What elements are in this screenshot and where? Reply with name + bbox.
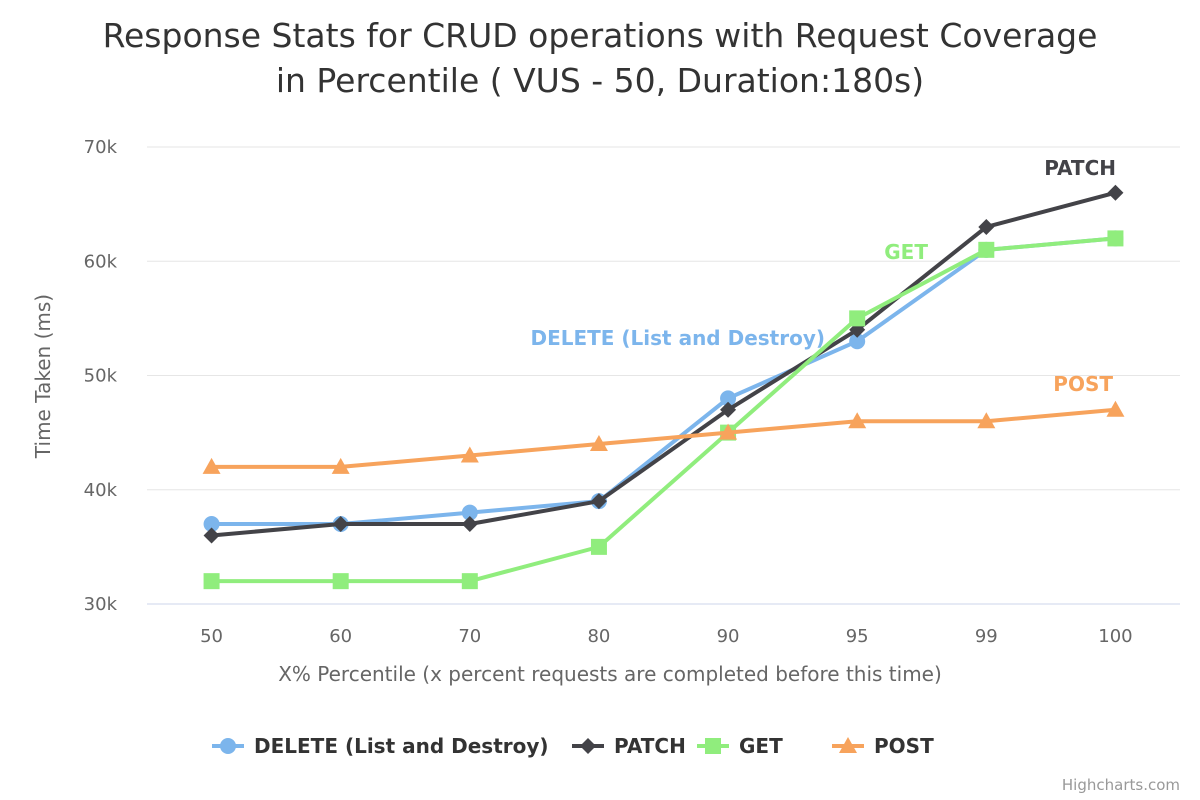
y-tick-label: 70k bbox=[84, 137, 118, 158]
series-post bbox=[202, 400, 1125, 474]
series-label: POST bbox=[1053, 372, 1113, 396]
chart-title: Response Stats for CRUD operations with … bbox=[103, 16, 1098, 55]
x-tick-label: 99 bbox=[975, 626, 998, 647]
legend-marker-icon bbox=[705, 738, 721, 754]
data-point-marker[interactable] bbox=[1107, 230, 1124, 247]
legend-item[interactable]: PATCH bbox=[572, 734, 686, 758]
series-label: GET bbox=[884, 240, 928, 264]
legend-item[interactable]: DELETE (List and Destroy) bbox=[212, 734, 549, 758]
legend-item[interactable]: GET bbox=[697, 734, 783, 758]
series-line[interactable] bbox=[211, 190, 1116, 538]
legend-marker-icon bbox=[580, 738, 596, 754]
data-point-marker[interactable] bbox=[203, 516, 220, 533]
legend-label: POST bbox=[874, 734, 934, 758]
data-point-marker[interactable] bbox=[460, 446, 479, 463]
legend-marker-icon bbox=[839, 737, 857, 753]
legend-label: GET bbox=[739, 734, 783, 758]
data-point-marker[interactable] bbox=[720, 401, 737, 418]
data-point-marker[interactable] bbox=[203, 573, 220, 590]
series-patch bbox=[203, 184, 1124, 544]
data-point-marker[interactable] bbox=[590, 493, 607, 510]
data-point-marker[interactable] bbox=[978, 241, 995, 258]
data-point-marker[interactable] bbox=[849, 333, 866, 350]
series-label: DELETE (List and Destroy) bbox=[530, 326, 825, 350]
x-tick-label: 50 bbox=[200, 626, 223, 647]
data-point-marker[interactable] bbox=[848, 412, 867, 429]
data-point-marker[interactable] bbox=[332, 516, 349, 533]
data-point-marker[interactable] bbox=[720, 390, 737, 407]
data-point-marker[interactable] bbox=[849, 310, 866, 327]
series-delete bbox=[203, 230, 1124, 533]
x-tick-label: 60 bbox=[329, 626, 352, 647]
data-point-marker[interactable] bbox=[202, 457, 221, 474]
x-tick-label: 90 bbox=[717, 626, 740, 647]
y-tick-label: 30k bbox=[84, 594, 118, 615]
series-label: PATCH bbox=[1044, 156, 1116, 180]
legend-label: PATCH bbox=[614, 734, 686, 758]
data-point-marker[interactable] bbox=[978, 218, 995, 235]
series-get bbox=[203, 230, 1124, 590]
series-line[interactable] bbox=[211, 236, 1116, 584]
legend-marker-icon bbox=[220, 738, 236, 754]
x-tick-label: 100 bbox=[1098, 626, 1132, 647]
data-point-marker[interactable] bbox=[461, 516, 478, 533]
data-point-marker[interactable] bbox=[1107, 184, 1124, 201]
legend-label: DELETE (List and Destroy) bbox=[254, 734, 549, 758]
data-point-marker[interactable] bbox=[719, 423, 738, 440]
data-point-marker[interactable] bbox=[977, 412, 996, 429]
data-point-marker[interactable] bbox=[332, 573, 349, 590]
chart-title-line-2: in Percentile ( VUS - 50, Duration:180s) bbox=[276, 61, 924, 100]
x-tick-label: 70 bbox=[458, 626, 481, 647]
y-tick-label: 40k bbox=[84, 480, 118, 501]
x-tick-label: 80 bbox=[587, 626, 610, 647]
data-point-marker[interactable] bbox=[590, 538, 607, 555]
y-tick-label: 50k bbox=[84, 366, 118, 387]
data-point-marker[interactable] bbox=[203, 527, 220, 544]
data-point-marker[interactable] bbox=[589, 435, 608, 452]
series-line[interactable] bbox=[211, 236, 1116, 527]
credits-link[interactable]: Highcharts.com bbox=[1062, 776, 1180, 794]
y-axis-title: Time Taken (ms) bbox=[31, 294, 55, 459]
data-point-marker[interactable] bbox=[461, 573, 478, 590]
x-axis-title: X% Percentile (x percent requests are co… bbox=[278, 662, 942, 686]
data-point-marker[interactable] bbox=[331, 457, 350, 474]
x-tick-label: 95 bbox=[846, 626, 869, 647]
data-point-marker[interactable] bbox=[461, 504, 478, 521]
legend-item[interactable]: POST bbox=[832, 734, 934, 758]
y-tick-label: 60k bbox=[84, 251, 118, 272]
series-line[interactable] bbox=[211, 407, 1116, 469]
data-point-marker[interactable] bbox=[1106, 400, 1125, 417]
